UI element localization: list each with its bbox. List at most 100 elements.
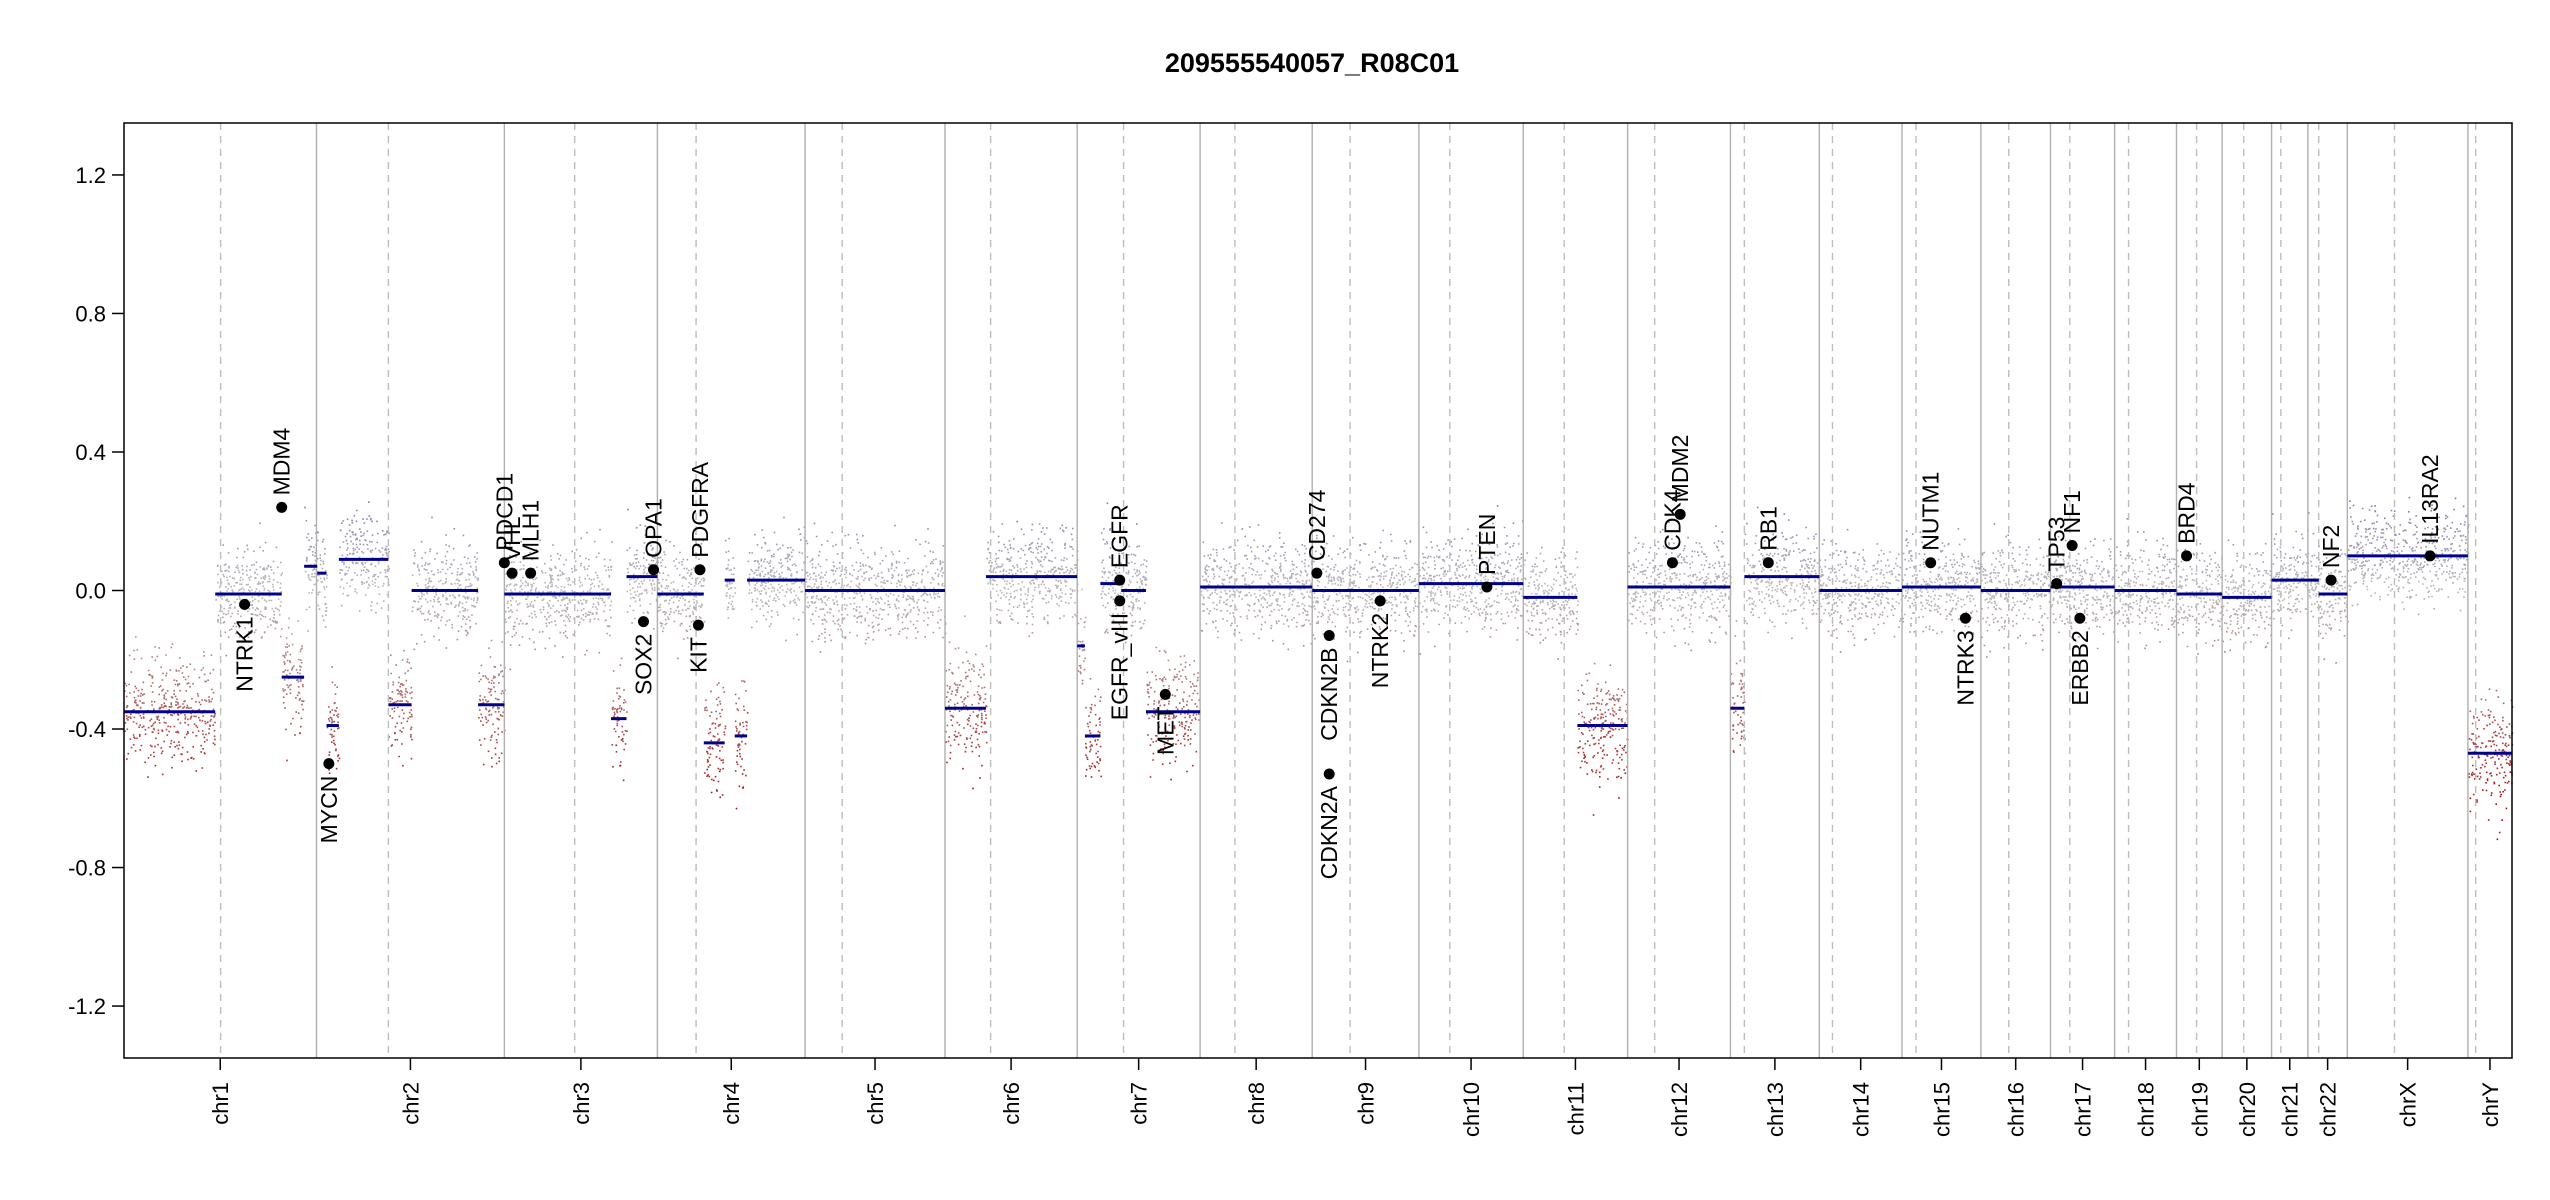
gene-point — [1323, 630, 1335, 642]
probe-dot-group — [416, 642, 2269, 645]
probe-dot-group — [125, 684, 1170, 687]
probe-dot-group — [215, 599, 2284, 602]
gene-label: NUTM1 — [1918, 472, 1944, 551]
gene-label: MDM4 — [269, 427, 295, 495]
plot-frame — [123, 122, 2513, 1059]
gene-label: CDKN2B — [1316, 648, 1342, 741]
probe-dot-group — [217, 581, 2455, 585]
probe-dot-group — [217, 620, 2349, 624]
probe-dot-group — [217, 572, 2461, 576]
probe-dot-group — [234, 571, 2468, 575]
probe-dot-group — [129, 737, 2473, 741]
chromosome-label: chr7 — [1127, 1082, 1152, 1125]
probe-dot-group — [255, 561, 2446, 565]
probe-dot-group — [288, 644, 2214, 648]
probe-dot-group — [237, 546, 2452, 550]
probe-dot-group — [212, 741, 2507, 745]
probe-dot-group — [132, 744, 2510, 747]
probe-dot-group — [219, 621, 2228, 625]
probe-dot-group — [124, 721, 2494, 725]
gene-label: NTRK1 — [232, 616, 258, 691]
probe-dot-group — [244, 608, 2405, 611]
gene-label: KIT — [685, 637, 711, 673]
probe-dot-group — [286, 659, 1742, 662]
probe-dot-group — [244, 627, 2333, 630]
probe-dot-group — [721, 793, 2502, 796]
probe-dot-group — [307, 629, 2293, 633]
probe-dot-group — [308, 539, 2463, 543]
gene-label: PDCD1 — [491, 473, 517, 551]
probe-dot-group — [153, 755, 2509, 759]
gene-label: MYCN — [316, 776, 342, 844]
chromosome-label: chr21 — [2278, 1082, 2303, 1137]
probe-dot-group — [718, 770, 2512, 774]
gene-label: NTRK3 — [1952, 630, 1978, 705]
probe-dot-group — [711, 778, 2489, 781]
probe-dot-group — [137, 688, 2498, 692]
probe-dot-group — [140, 692, 1608, 696]
probe-dot-group — [291, 633, 2258, 636]
gene-label: NF2 — [2318, 525, 2344, 568]
probe-dot-group — [160, 665, 1187, 669]
gene-label: BRD4 — [2174, 482, 2200, 544]
probe-dot-group — [127, 718, 2504, 722]
probe-dot-group — [260, 637, 2324, 640]
probe-dot-group — [270, 623, 2331, 626]
probe-dot-group — [158, 686, 1743, 689]
probe-dot-group — [353, 514, 2468, 518]
probe-dot-group — [2374, 510, 2432, 513]
probe-dot-group — [138, 726, 2501, 729]
probe-dot-group — [235, 625, 2260, 629]
gene-point — [694, 564, 706, 576]
probe-dot-group — [126, 711, 1744, 715]
chromosome-label: chr14 — [1849, 1082, 1874, 1137]
gene-point — [1114, 595, 1126, 607]
probe-dot-group — [147, 756, 2492, 760]
probe-dot-group — [135, 703, 1628, 707]
probe-dot-group — [144, 728, 1745, 732]
probe-dot-group — [352, 533, 2433, 537]
gene-label: SOX2 — [631, 634, 657, 695]
probe-dot-group — [195, 769, 1625, 772]
chromosome-label: chr19 — [2187, 1082, 2212, 1137]
probe-dot-group — [309, 545, 2461, 548]
probe-dot-group — [322, 537, 2468, 541]
probe-dot-group — [346, 542, 2467, 546]
gene-point — [1959, 612, 1971, 624]
probe-dot-group — [126, 757, 2508, 761]
probe-dot-group — [134, 685, 1745, 688]
probe-dot-group — [125, 694, 1739, 698]
gene-point — [2051, 578, 2063, 590]
probe-dot-group — [351, 518, 2366, 522]
probe-dot-group — [450, 601, 2251, 604]
probe-dot-group — [291, 643, 1856, 647]
probe-dot-group — [220, 634, 2346, 637]
segment-lines — [124, 554, 2512, 755]
probe-dot-group — [304, 505, 2465, 509]
probe-dot-group — [235, 631, 2327, 635]
gene-label: MLH1 — [518, 500, 544, 561]
probe-dot-group — [135, 698, 2513, 702]
gene-point — [1674, 508, 1686, 520]
gene-point — [2066, 539, 2078, 551]
probe-dot-group — [328, 771, 2513, 775]
gene-label: NTRK2 — [1367, 613, 1393, 688]
probe-dot-group — [219, 609, 2462, 613]
probe-dot-group — [132, 720, 1623, 723]
probe-dot-group — [127, 716, 2504, 720]
probe-dot-group — [286, 759, 2487, 762]
probe-dot-group — [2490, 794, 2502, 798]
probe-dot-group — [230, 603, 2359, 606]
gene-point — [1114, 574, 1126, 586]
probe-dot-group — [148, 673, 1195, 677]
probe-dot-group — [259, 521, 2453, 525]
y-tick-label: -0.4 — [68, 717, 106, 742]
gene-label: CDKN2A — [1316, 785, 1342, 879]
gene-point — [692, 619, 704, 631]
probe-dot-group — [324, 552, 2470, 556]
y-tick-label: 1.2 — [75, 163, 106, 188]
gene-label: TP53 — [2044, 517, 2070, 572]
gene-label: NF1 — [2059, 490, 2085, 533]
probe-dot-group — [134, 749, 2505, 752]
